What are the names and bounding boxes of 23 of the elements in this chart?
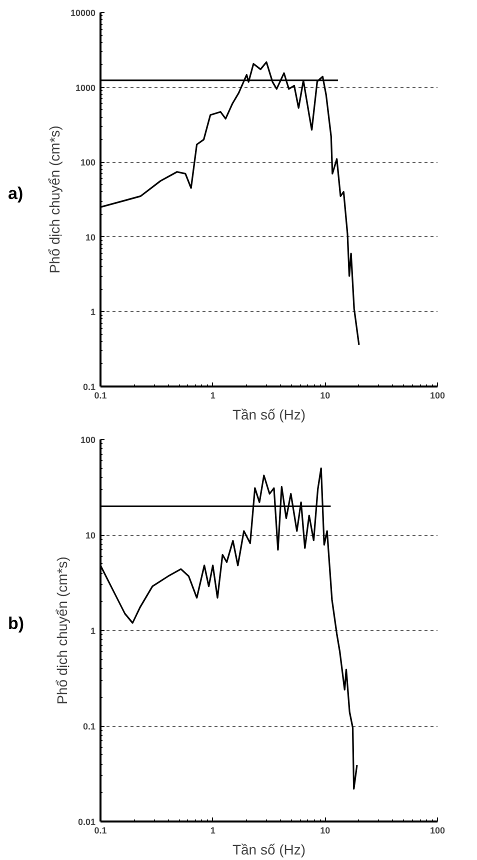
- y-tick-label: 100: [80, 158, 96, 168]
- x-tick-label: 10: [320, 826, 330, 836]
- x-tick-label: 100: [430, 826, 446, 836]
- x-axis-title: Tần số (Hz): [232, 842, 306, 858]
- x-axis-title: Tần số (Hz): [232, 406, 306, 422]
- x-tick-label: 1: [210, 826, 216, 836]
- y-axis-title: Phổ dịch chuyển (cm*s): [54, 556, 70, 704]
- y-tick-label: 0.1: [82, 382, 96, 392]
- y-tick-label: 10000: [70, 8, 96, 18]
- x-tick-label: 1: [210, 390, 216, 400]
- y-tick-label: 10: [85, 232, 96, 242]
- x-tick-label: 10: [320, 390, 330, 400]
- y-tick-label: 1: [90, 307, 96, 318]
- y-tick-label: 100: [80, 435, 96, 445]
- y-tick-label: 0.1: [82, 722, 96, 732]
- y-tick-label: 1000: [75, 82, 96, 93]
- text: a): [8, 183, 24, 205]
- text: b): [8, 613, 24, 635]
- y-tick-label: 10: [85, 530, 96, 540]
- y-axis-title: Phổ dịch chuyển (cm*s): [46, 126, 62, 274]
- y-tick-label: 1: [90, 626, 96, 636]
- x-tick-label: 100: [430, 390, 446, 400]
- y-tick-label: 0.01: [78, 817, 96, 827]
